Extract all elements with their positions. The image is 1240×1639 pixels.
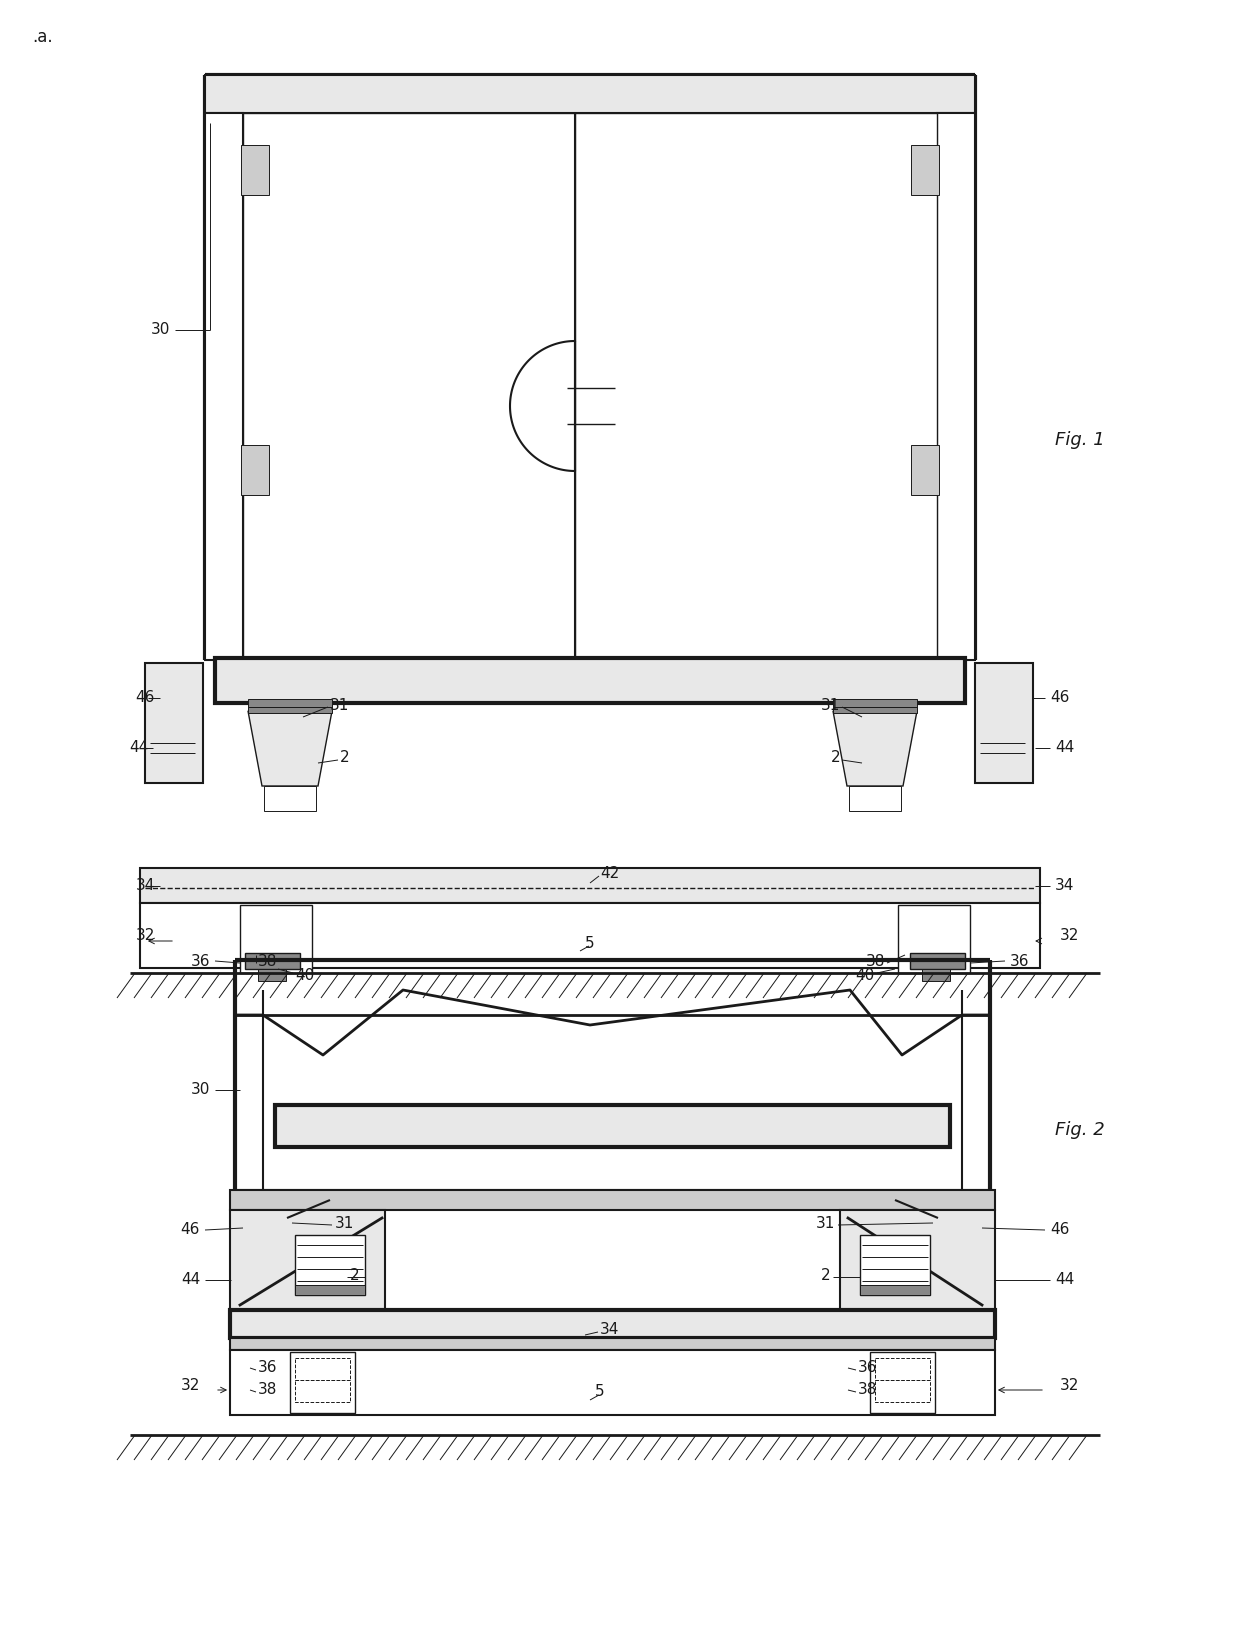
- Bar: [205, 75, 975, 113]
- Text: 32: 32: [135, 929, 155, 944]
- Circle shape: [962, 1223, 973, 1234]
- Bar: [140, 869, 1040, 903]
- Bar: [229, 1210, 384, 1310]
- Text: 36: 36: [1011, 954, 1029, 969]
- Text: 32: 32: [1060, 929, 1079, 944]
- Bar: [264, 787, 316, 811]
- Bar: [248, 706, 332, 713]
- Text: 30: 30: [150, 323, 170, 338]
- Circle shape: [994, 693, 1014, 713]
- Bar: [833, 706, 918, 713]
- Bar: [295, 1285, 365, 1295]
- Bar: [140, 903, 1040, 969]
- Text: 5: 5: [595, 1385, 605, 1400]
- Text: 46: 46: [135, 690, 155, 705]
- Bar: [870, 1352, 935, 1413]
- Bar: [205, 113, 243, 661]
- Bar: [975, 664, 1033, 783]
- Bar: [243, 113, 575, 661]
- Bar: [923, 969, 950, 982]
- Text: 31: 31: [821, 698, 839, 713]
- Bar: [833, 698, 918, 706]
- Text: 44: 44: [1055, 1272, 1074, 1288]
- Bar: [839, 1210, 994, 1310]
- Text: Fig. 2: Fig. 2: [1055, 1121, 1105, 1139]
- Bar: [229, 1337, 994, 1351]
- Text: 44: 44: [129, 741, 148, 756]
- Text: 36: 36: [858, 1360, 878, 1375]
- Text: 30: 30: [191, 1082, 210, 1098]
- Bar: [241, 144, 269, 195]
- Text: 38: 38: [258, 954, 278, 969]
- Bar: [875, 1380, 930, 1401]
- Bar: [910, 952, 965, 969]
- Bar: [145, 664, 203, 783]
- Text: 5: 5: [585, 936, 595, 951]
- Bar: [246, 952, 300, 969]
- Text: 46: 46: [181, 1223, 200, 1237]
- Text: 44: 44: [1055, 741, 1074, 756]
- Bar: [861, 1236, 930, 1295]
- Bar: [290, 1352, 355, 1413]
- Bar: [911, 144, 939, 195]
- Bar: [937, 113, 975, 661]
- Circle shape: [243, 1214, 272, 1242]
- Polygon shape: [248, 711, 332, 787]
- Bar: [898, 905, 970, 974]
- Text: 44: 44: [181, 1272, 200, 1288]
- Text: 42: 42: [600, 867, 619, 882]
- Text: .a.: .a.: [32, 28, 52, 46]
- Bar: [861, 1285, 930, 1295]
- Bar: [229, 1310, 994, 1337]
- Text: 40: 40: [295, 967, 314, 982]
- Bar: [229, 1351, 994, 1414]
- Text: 34: 34: [600, 1323, 619, 1337]
- Text: 36: 36: [191, 954, 210, 969]
- Text: 34: 34: [135, 879, 155, 893]
- Bar: [911, 446, 939, 495]
- Text: 31: 31: [816, 1216, 835, 1231]
- Bar: [241, 446, 269, 495]
- Bar: [295, 1380, 350, 1401]
- Text: 32: 32: [1060, 1377, 1079, 1393]
- Circle shape: [164, 693, 184, 713]
- Text: 32: 32: [181, 1377, 200, 1393]
- Text: 34: 34: [1055, 879, 1074, 893]
- Text: 38: 38: [866, 954, 885, 969]
- Bar: [575, 113, 937, 661]
- Text: 2: 2: [350, 1267, 360, 1282]
- Text: 38: 38: [258, 1383, 278, 1398]
- Text: 2: 2: [821, 1267, 830, 1282]
- Text: 38: 38: [858, 1383, 878, 1398]
- Text: 46: 46: [1050, 690, 1069, 705]
- Bar: [875, 1359, 930, 1380]
- Bar: [229, 1190, 994, 1210]
- Bar: [215, 657, 965, 703]
- Circle shape: [250, 1223, 263, 1234]
- Text: 31: 31: [330, 698, 350, 713]
- Text: Fig. 1: Fig. 1: [1055, 431, 1105, 449]
- Text: 31: 31: [335, 1216, 355, 1231]
- Bar: [849, 787, 901, 811]
- Text: 2: 2: [831, 751, 839, 765]
- Bar: [258, 969, 286, 982]
- Bar: [241, 905, 312, 974]
- Text: 46: 46: [1050, 1223, 1069, 1237]
- Bar: [295, 1359, 350, 1380]
- Bar: [295, 1236, 365, 1295]
- Text: 40: 40: [856, 967, 875, 982]
- Polygon shape: [833, 711, 918, 787]
- Bar: [248, 698, 332, 706]
- Circle shape: [954, 1214, 982, 1242]
- Text: 36: 36: [258, 1360, 278, 1375]
- Bar: [275, 1105, 950, 1147]
- Text: 2: 2: [340, 751, 350, 765]
